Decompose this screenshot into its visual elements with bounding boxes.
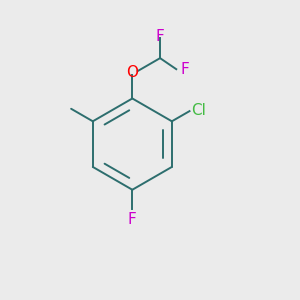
Text: F: F [128,212,137,227]
Text: O: O [126,65,138,80]
Text: F: F [181,62,189,77]
Text: F: F [156,28,164,44]
Text: Cl: Cl [192,103,206,118]
